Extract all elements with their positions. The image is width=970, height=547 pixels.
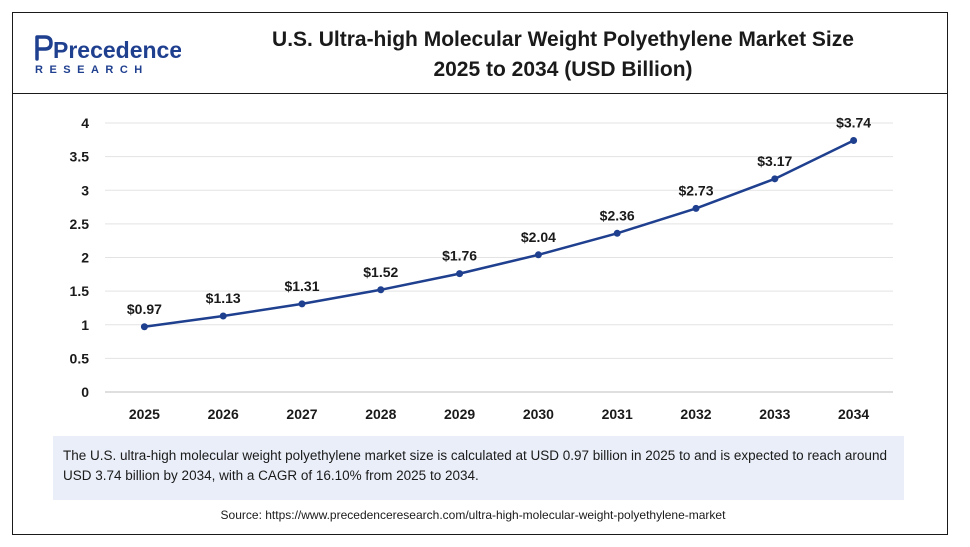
data-point: [140, 323, 148, 331]
y-axis-ticks: 0 0.5 1 1.5 2 2.5 3 3.5 4: [70, 115, 90, 400]
y-tick-label: 2.5: [70, 216, 90, 232]
x-tick-label: 2030: [523, 406, 554, 422]
x-tick-label: 2032: [680, 406, 711, 422]
chart-frame: Precedence RESEARCH U.S. Ultra-high Mole…: [12, 12, 948, 535]
data-point: [377, 286, 385, 294]
precedence-logo: Precedence RESEARCH: [35, 35, 181, 76]
data-label: $2.04: [521, 229, 556, 245]
x-tick-label: 2027: [286, 406, 317, 422]
summary-box: The U.S. ultra-high molecular weight pol…: [53, 436, 904, 500]
data-point: [456, 270, 464, 278]
x-tick-label: 2034: [838, 406, 869, 422]
data-point: [534, 251, 542, 259]
y-tick-label: 2: [81, 250, 89, 266]
data-label: $1.13: [206, 290, 241, 306]
chart-title-line2: 2025 to 2034 (USD Billion): [433, 58, 693, 81]
data-label: $2.73: [678, 182, 713, 198]
chart-title-line1: U.S. Ultra-high Molecular Weight Polyeth…: [272, 28, 854, 51]
y-tick-label: 1.5: [70, 283, 90, 299]
x-tick-label: 2026: [208, 406, 239, 422]
data-label: $1.52: [363, 264, 398, 280]
logo-name: Precedence: [53, 37, 181, 63]
data-point: [692, 204, 700, 212]
y-tick-label: 0: [81, 384, 89, 400]
x-tick-label: 2025: [129, 406, 160, 422]
grid-lines: [105, 122, 893, 393]
chart-title: U.S. Ultra-high Molecular Weight Polyeth…: [203, 25, 923, 85]
series-line: [144, 139, 855, 329]
series-layer: [140, 136, 858, 331]
data-point: [219, 312, 227, 320]
data-label: $1.31: [284, 278, 319, 294]
data-point: [771, 175, 779, 183]
logo-mark-icon: [35, 35, 53, 61]
line-chart: 00.511.522.533.54 2025 2026 2027 2028 2029 20…: [70, 114, 893, 422]
data-point: [298, 300, 306, 308]
x-tick-label: 2028: [365, 406, 396, 422]
data-label: $0.97: [127, 301, 162, 317]
x-tick-label: 2033: [759, 406, 790, 422]
data-label: $3.74: [836, 114, 871, 130]
logo-subname: RESEARCH: [35, 64, 149, 76]
y-tick-label: 4: [81, 115, 89, 131]
data-label: $3.17: [757, 153, 792, 169]
x-axis-ticks: 2025 2026 2027 2028 2029 2030 2031 2032 2033 2034: [129, 406, 870, 422]
y-tick-label: 0.5: [70, 350, 90, 366]
chart-header: Precedence RESEARCH U.S. Ultra-high Mole…: [13, 13, 947, 94]
data-point: [850, 136, 858, 144]
x-tick-label: 2031: [602, 406, 633, 422]
data-labels-layer: $0.97 $1.13 $1.31 $1.52 $1.76 $2.04 $2.36 $2.73…: [127, 114, 871, 316]
data-point: [613, 229, 621, 237]
y-tick-label: 1: [81, 317, 89, 333]
source-note: Source: https://www.precedenceresearch.c…: [220, 508, 726, 522]
y-tick-label: 3: [81, 182, 89, 198]
y-tick-label: 3.5: [70, 149, 90, 165]
x-tick-label: 2029: [444, 406, 475, 422]
data-label: $1.76: [442, 248, 477, 264]
data-label: $2.36: [600, 207, 635, 223]
summary-text: The U.S. ultra-high molecular weight pol…: [63, 448, 887, 483]
